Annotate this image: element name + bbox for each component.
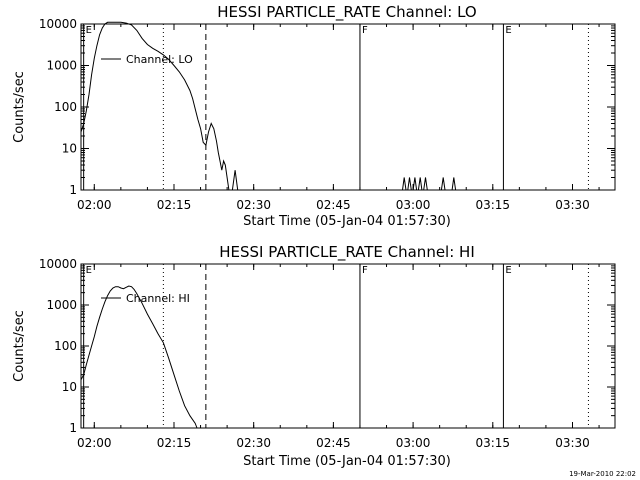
- x-tick-label: 02:15: [157, 436, 192, 450]
- time-marker-label: E: [505, 265, 511, 276]
- plot-frame: [80, 23, 616, 191]
- time-marker-label: E: [86, 265, 92, 276]
- time-marker-label: F: [362, 25, 368, 36]
- axis-ticks: 02:00 02:15 02:30 02:45 03:00 03:15 03:30 1 10 10…: [39, 17, 615, 212]
- series-line: [80, 21, 239, 191]
- chart-panel-hi: HESSI PARTICLE_RATE Channel: HI E F E 02:0…: [12, 243, 616, 469]
- legend: Channel: LO: [101, 53, 193, 66]
- x-axis-label: Start Time (05-Jan-04 01:57:30): [243, 454, 451, 469]
- x-tick-label: 03:30: [555, 436, 590, 450]
- y-tick-label: 100: [54, 339, 77, 353]
- chart-panel-lo: HESSI PARTICLE_RATE Channel: LO E F E 02:0…: [12, 3, 616, 229]
- y-tick-label: 100: [54, 100, 77, 114]
- plot-frame: [80, 263, 616, 429]
- x-tick-label: 03:00: [396, 436, 431, 450]
- legend: Channel: HI: [101, 292, 190, 305]
- x-tick-label: 02:15: [157, 198, 192, 212]
- y-tick-label: 1000: [46, 59, 77, 73]
- series-line: [402, 177, 460, 191]
- series-line: [80, 285, 198, 429]
- y-tick-label: 10: [62, 142, 77, 156]
- x-tick-label: 02:00: [77, 198, 112, 212]
- x-tick-label: 02:45: [316, 436, 351, 450]
- time-marker-label: E: [505, 25, 511, 36]
- x-tick-label: 02:30: [236, 198, 271, 212]
- y-tick-label: 10000: [39, 17, 77, 31]
- y-axis-label: Counts/sec: [12, 71, 27, 143]
- x-tick-label: 03:00: [396, 198, 431, 212]
- chart-title: HESSI PARTICLE_RATE Channel: LO: [217, 3, 476, 22]
- time-marker-label: E: [86, 25, 92, 36]
- chart-title: HESSI PARTICLE_RATE Channel: HI: [219, 243, 475, 262]
- y-tick-label: 1: [69, 421, 77, 435]
- y-axis-label: Counts/sec: [12, 310, 27, 382]
- x-axis-label: Start Time (05-Jan-04 01:57:30): [243, 214, 451, 229]
- time-marker-label: F: [362, 265, 368, 276]
- data-lines: [80, 285, 198, 429]
- x-tick-label: 02:45: [316, 198, 351, 212]
- x-tick-label: 03:15: [475, 198, 510, 212]
- data-lines: [80, 21, 460, 191]
- legend-label: Channel: HI: [126, 292, 190, 305]
- x-tick-label: 02:30: [236, 436, 271, 450]
- y-tick-label: 10: [62, 380, 77, 394]
- y-tick-label: 1: [69, 183, 77, 197]
- x-tick-label: 03:15: [475, 436, 510, 450]
- x-tick-label: 02:00: [77, 436, 112, 450]
- axis-ticks: 02:00 02:15 02:30 02:45 03:00 03:15 03:30 1 10 10…: [39, 257, 615, 450]
- x-tick-label: 03:30: [555, 198, 590, 212]
- legend-label: Channel: LO: [126, 53, 193, 66]
- y-tick-label: 1000: [46, 298, 77, 312]
- y-tick-label: 10000: [39, 257, 77, 271]
- footer-timestamp: 19-Mar-2010 22:02: [569, 470, 636, 478]
